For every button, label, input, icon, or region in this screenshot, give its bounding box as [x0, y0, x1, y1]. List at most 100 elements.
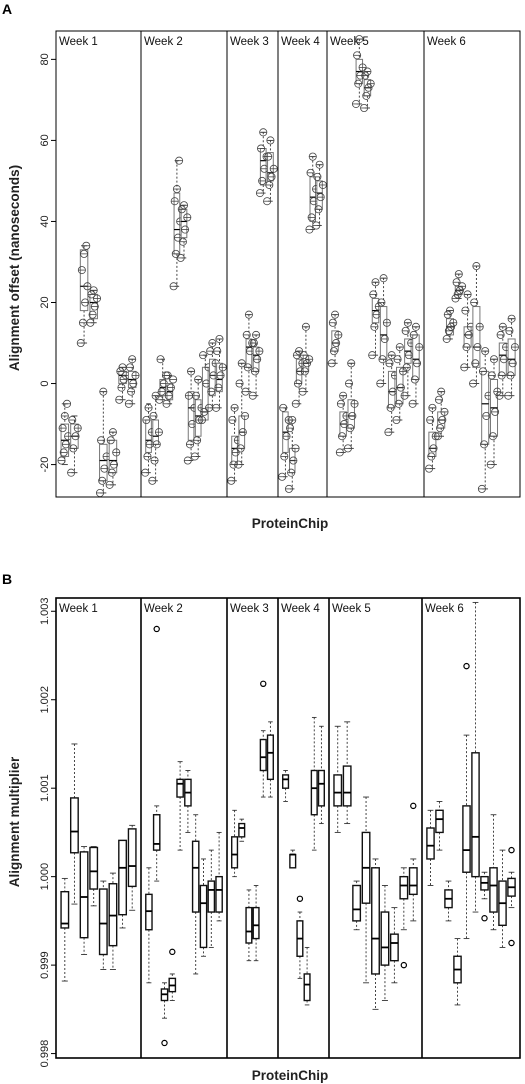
box-plot [486, 355, 502, 469]
box-plot [86, 286, 101, 327]
box-plot [199, 858, 208, 957]
box-plot [278, 403, 293, 481]
box-iqr [310, 769, 318, 816]
y-tick-label: 1.000 [39, 863, 51, 891]
week-label: Week 1 [59, 36, 98, 48]
box-iqr [471, 752, 480, 878]
box-iqr [408, 867, 418, 896]
box-plot [263, 136, 278, 206]
box-iqr [282, 774, 290, 789]
y-tick-label: 1.002 [39, 686, 51, 714]
box-plot [152, 625, 161, 882]
box-iqr [207, 880, 216, 913]
box-plot [310, 716, 318, 851]
outlier-point [481, 915, 488, 922]
box-plot [76, 241, 92, 348]
box-iqr [89, 846, 99, 890]
outlier-point [508, 846, 515, 854]
outlier-point [153, 625, 160, 633]
box-plot [282, 770, 290, 802]
box-plot [333, 725, 343, 833]
box-plot [69, 743, 79, 905]
box-plot [399, 867, 409, 969]
box-iqr [187, 391, 195, 441]
week-label: Week 2 [144, 36, 183, 48]
box-iqr [191, 840, 200, 913]
y-tick-label: 1.003 [39, 598, 51, 626]
box-iqr [252, 906, 260, 940]
box-plot [426, 809, 435, 886]
box-plot [289, 849, 297, 869]
box-plot [451, 270, 467, 303]
box-iqr [371, 867, 380, 975]
box-plot [89, 846, 99, 907]
box-iqr [462, 805, 471, 873]
box-plot [317, 725, 325, 825]
box-plot [408, 322, 424, 408]
week-label: Week 2 [144, 603, 183, 615]
box-iqr [317, 769, 325, 807]
week-label: Week 3 [230, 603, 269, 615]
box-plot [342, 721, 352, 825]
box-plot [360, 67, 375, 112]
box-plot [98, 880, 108, 970]
y-tick-label: 20 [39, 296, 51, 308]
y-tick-label: 0 [39, 380, 51, 386]
y-tick-label: 0.998 [39, 1040, 51, 1068]
box-plot [469, 262, 484, 388]
box-plot [392, 343, 408, 425]
box-plot [380, 885, 390, 1001]
plot-frame [55, 30, 521, 498]
box-plot [335, 391, 351, 457]
week-label: Week 4 [281, 603, 320, 615]
box-plot [303, 946, 311, 1006]
y-tick-label: 1.001 [39, 774, 51, 802]
box-plot [115, 363, 130, 404]
box-plot [312, 160, 327, 230]
box-plot [176, 761, 184, 851]
box-iqr [472, 306, 481, 368]
box-plot [480, 871, 489, 922]
box-plot [371, 858, 380, 1010]
week-label: Week 1 [59, 603, 98, 615]
box-plot [327, 310, 343, 368]
box-plot [176, 201, 192, 262]
box-plot [212, 334, 227, 412]
box-iqr [352, 884, 362, 922]
week-label: Week 4 [281, 36, 320, 48]
box-iqr [309, 176, 316, 222]
panel-b-ylabel: Alignment multiplier [7, 756, 22, 887]
box-plot [248, 330, 264, 400]
box-iqr [79, 249, 89, 312]
box-plot [389, 907, 399, 984]
box-plot [495, 322, 511, 400]
week-label: Week 6 [425, 603, 464, 615]
y-tick-label: 40 [39, 215, 51, 227]
outlier-point [400, 961, 408, 969]
box-plot [453, 938, 462, 1006]
box-plot [444, 880, 453, 922]
box-iqr [152, 814, 161, 851]
box-iqr [215, 875, 223, 913]
panel-a-xlabel: ProteinChip [252, 516, 329, 531]
box-iqr [118, 839, 128, 916]
outlier-point [463, 662, 470, 670]
panel-a-letter: A [2, 1, 12, 17]
box-iqr [231, 836, 239, 869]
box-iqr [99, 443, 108, 482]
y-tick-label: 80 [39, 53, 51, 65]
box-plot [266, 721, 274, 798]
box-iqr [303, 973, 311, 1002]
box-plot [477, 347, 493, 493]
panel-b-letter: B [2, 571, 12, 587]
week-label: Week 6 [427, 36, 466, 48]
box-plot [296, 895, 304, 979]
box-iqr [238, 822, 246, 838]
box-plot [504, 314, 519, 400]
outlier-point [296, 895, 304, 902]
box-plot [231, 809, 239, 878]
box-iqr [380, 911, 390, 966]
panel-a: A Alignment offset (nanoseconds) Protein… [2, 1, 521, 531]
outlier-point [161, 1039, 168, 1047]
